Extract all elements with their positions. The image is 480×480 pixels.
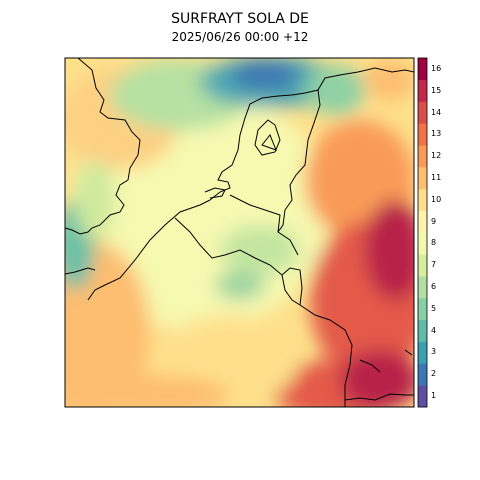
- legend-swatch: [418, 58, 427, 81]
- legend-tick-label: 16: [431, 63, 442, 73]
- legend-tick-label: 3: [431, 347, 437, 357]
- legend-swatch: [418, 167, 427, 190]
- legend-swatch: [418, 297, 427, 321]
- legend-tick-label: 13: [431, 129, 442, 139]
- legend-tick-label: 9: [431, 216, 437, 226]
- coastlines: [65, 58, 414, 407]
- legend-swatch: [418, 276, 427, 299]
- legend-swatch: [418, 385, 427, 408]
- legend-tick-label: 6: [431, 282, 437, 292]
- legend-swatch: [418, 79, 427, 102]
- field-shading: [65, 58, 414, 407]
- legend-swatch: [418, 254, 427, 277]
- legend-tick-label: 7: [431, 260, 437, 270]
- map-subtitle: 2025/06/26 00:00 +12: [171, 30, 309, 44]
- legend-frame: [417, 57, 428, 408]
- legend-tick-label: 12: [431, 151, 442, 161]
- legend-swatch: [418, 341, 427, 364]
- map-title: SURFRAYT SOLA DE: [171, 11, 309, 27]
- legend-tick-label: 5: [431, 303, 437, 313]
- legend-tick-label: 1: [431, 391, 437, 401]
- legend-tick-label: 4: [431, 325, 437, 335]
- legend-swatch: [418, 123, 427, 146]
- legend-swatch: [418, 232, 427, 255]
- legend-swatch: [418, 210, 427, 233]
- legend-tick-label: 10: [431, 194, 442, 204]
- legend-tick-label: 11: [431, 172, 442, 182]
- legend-tick-label: 8: [431, 238, 437, 248]
- legend-tick-label: 14: [431, 107, 442, 117]
- legend-swatch: [418, 101, 427, 124]
- legend-swatch: [418, 145, 427, 168]
- legend-tick-label: 15: [431, 85, 442, 95]
- map-frame: [64, 57, 415, 408]
- legend-tick-label: 2: [431, 369, 437, 379]
- legend-swatch: [418, 363, 427, 386]
- legend-swatch: [418, 188, 427, 211]
- legend-swatch: [418, 319, 427, 342]
- legend-colorbar: [417, 57, 428, 408]
